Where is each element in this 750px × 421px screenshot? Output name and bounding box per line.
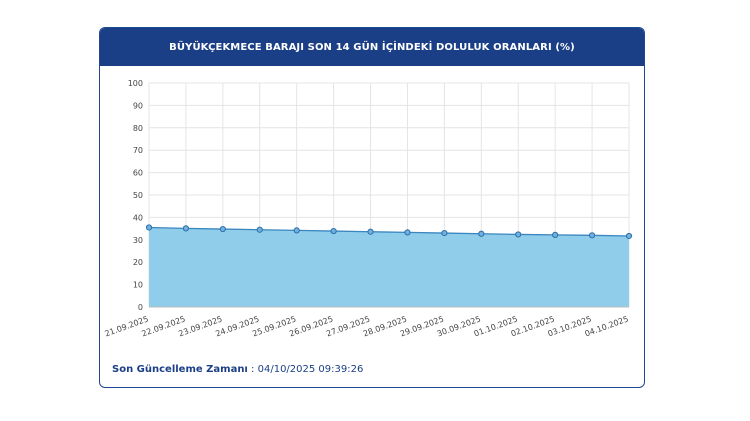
data-point <box>552 231 559 238</box>
y-tick-label: 10 <box>133 281 143 290</box>
data-point <box>145 224 153 231</box>
data-point <box>256 226 263 233</box>
data-point <box>625 232 633 240</box>
data-point <box>182 225 190 232</box>
series-line <box>148 226 630 237</box>
data-point <box>441 229 448 237</box>
data-point <box>330 227 337 235</box>
y-tick-label: 60 <box>133 169 143 178</box>
data-point <box>404 229 411 236</box>
data-point <box>367 228 374 235</box>
y-tick-label: 40 <box>133 213 143 222</box>
y-tick-label: 20 <box>133 258 143 267</box>
series-area <box>149 227 629 307</box>
data-point <box>588 232 596 239</box>
y-tick-label: 80 <box>133 124 143 133</box>
fill-rate-chart: 010203040506070809010021.09.202522.09.20… <box>104 79 633 339</box>
data-point <box>478 230 485 237</box>
data-point <box>515 231 522 238</box>
last-updated-label: Son Güncelleme Zamanı <box>112 364 248 375</box>
y-tick-label: 70 <box>133 146 143 155</box>
y-tick-label: 50 <box>133 191 143 200</box>
last-updated-value: 04/10/2025 09:39:26 <box>257 364 364 375</box>
data-point <box>293 227 300 234</box>
last-updated-separator: : <box>247 364 258 375</box>
chart-area: 0 10 20 30 40 50 60 70 80 90 100 21.09.2025 22.09.20… <box>100 66 644 356</box>
last-updated: Son Güncelleme Zamanı : 04/10/2025 09:39… <box>112 364 363 375</box>
y-tick-label: 30 <box>133 236 143 245</box>
chart-card: BÜYÜKÇEKMECE BARAJI SON 14 GÜN İÇİNDEKİ … <box>99 27 645 388</box>
chart-title: BÜYÜKÇEKMECE BARAJI SON 14 GÜN İÇİNDEKİ … <box>100 28 644 66</box>
y-tick-label: 90 <box>133 101 143 110</box>
y-tick-label: 0 <box>138 303 143 312</box>
y-tick-label: 100 <box>128 79 143 88</box>
data-point <box>219 225 226 233</box>
